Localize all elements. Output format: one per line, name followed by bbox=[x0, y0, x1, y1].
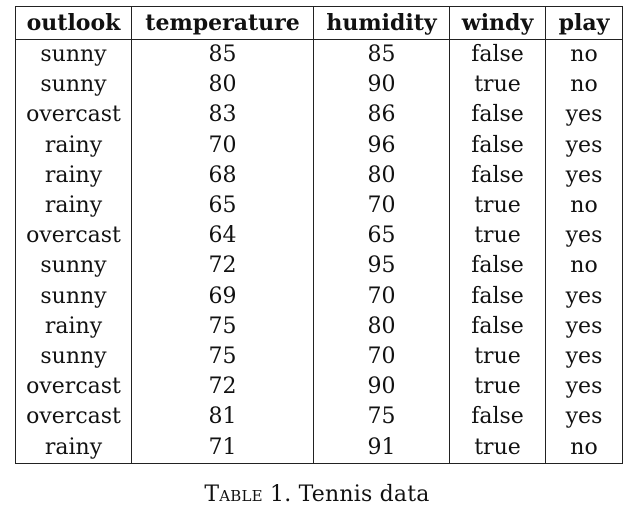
cell-humidity: 86 bbox=[313, 100, 450, 131]
cell-humidity: 96 bbox=[313, 130, 450, 161]
column-header-humidity: humidity bbox=[313, 6, 450, 40]
table-row: sunny 75 70 true yes bbox=[15, 341, 623, 373]
table-header: outlook temperature humidity windy play bbox=[15, 6, 623, 40]
cell-windy: false bbox=[449, 100, 546, 131]
cell-windy: true bbox=[449, 70, 546, 101]
cell-humidity: 85 bbox=[313, 39, 450, 71]
cell-windy: false bbox=[449, 311, 546, 342]
table-caption: Table 1. Tennis data bbox=[0, 482, 634, 507]
cell-outlook: sunny bbox=[15, 70, 132, 101]
cell-humidity: 91 bbox=[313, 432, 450, 464]
header-row: outlook temperature humidity windy play bbox=[15, 6, 623, 40]
table-row: rainy 68 80 false yes bbox=[15, 160, 623, 191]
cell-windy: true bbox=[449, 190, 546, 222]
table-row: overcast 83 86 false yes bbox=[15, 100, 623, 131]
tennis-data-table: outlook temperature humidity windy play … bbox=[15, 6, 623, 464]
cell-humidity: 90 bbox=[313, 372, 450, 403]
column-header-outlook: outlook bbox=[15, 6, 132, 40]
cell-temperature: 71 bbox=[131, 432, 314, 464]
cell-windy: true bbox=[449, 341, 546, 373]
cell-temperature: 75 bbox=[131, 341, 314, 373]
table-row: rainy 65 70 true no bbox=[15, 190, 623, 222]
column-header-temperature: temperature bbox=[131, 6, 314, 40]
cell-windy: false bbox=[449, 39, 546, 71]
cell-windy: false bbox=[449, 281, 546, 312]
cell-temperature: 64 bbox=[131, 221, 314, 252]
cell-windy: true bbox=[449, 221, 546, 252]
column-header-play: play bbox=[545, 6, 623, 40]
cell-humidity: 80 bbox=[313, 311, 450, 342]
table-row: overcast 72 90 true yes bbox=[15, 372, 623, 403]
table-row: sunny 80 90 true no bbox=[15, 70, 623, 101]
cell-play: no bbox=[545, 70, 623, 101]
table-row: overcast 81 75 false yes bbox=[15, 402, 623, 433]
table-row: overcast 64 65 true yes bbox=[15, 221, 623, 252]
caption-label: Table 1. bbox=[204, 482, 292, 507]
cell-temperature: 65 bbox=[131, 190, 314, 222]
cell-play: yes bbox=[545, 402, 623, 433]
cell-humidity: 95 bbox=[313, 251, 450, 282]
cell-outlook: sunny bbox=[15, 281, 132, 312]
cell-humidity: 65 bbox=[313, 221, 450, 252]
cell-play: yes bbox=[545, 160, 623, 191]
cell-outlook: rainy bbox=[15, 311, 132, 342]
cell-play: yes bbox=[545, 100, 623, 131]
cell-temperature: 83 bbox=[131, 100, 314, 131]
cell-humidity: 75 bbox=[313, 402, 450, 433]
cell-outlook: rainy bbox=[15, 130, 132, 161]
cell-humidity: 80 bbox=[313, 160, 450, 191]
cell-outlook: overcast bbox=[15, 372, 132, 403]
cell-outlook: rainy bbox=[15, 432, 132, 464]
cell-windy: false bbox=[449, 402, 546, 433]
cell-outlook: sunny bbox=[15, 251, 132, 282]
cell-play: yes bbox=[545, 311, 623, 342]
cell-play: no bbox=[545, 190, 623, 222]
cell-temperature: 70 bbox=[131, 130, 314, 161]
tennis-data-table-container: outlook temperature humidity windy play … bbox=[15, 6, 623, 464]
cell-temperature: 72 bbox=[131, 251, 314, 282]
cell-temperature: 69 bbox=[131, 281, 314, 312]
cell-outlook: sunny bbox=[15, 39, 132, 71]
cell-temperature: 68 bbox=[131, 160, 314, 191]
cell-humidity: 90 bbox=[313, 70, 450, 101]
cell-outlook: overcast bbox=[15, 402, 132, 433]
cell-temperature: 81 bbox=[131, 402, 314, 433]
table-row: sunny 72 95 false no bbox=[15, 251, 623, 282]
cell-outlook: rainy bbox=[15, 160, 132, 191]
cell-windy: true bbox=[449, 372, 546, 403]
column-header-windy: windy bbox=[449, 6, 546, 40]
cell-temperature: 72 bbox=[131, 372, 314, 403]
cell-outlook: sunny bbox=[15, 341, 132, 373]
cell-temperature: 75 bbox=[131, 311, 314, 342]
table-row: rainy 70 96 false yes bbox=[15, 130, 623, 161]
table-body: sunny 85 85 false no sunny 80 90 true no overcast 8… bbox=[15, 39, 623, 464]
cell-temperature: 80 bbox=[131, 70, 314, 101]
cell-play: yes bbox=[545, 372, 623, 403]
cell-temperature: 85 bbox=[131, 39, 314, 71]
cell-windy: true bbox=[449, 432, 546, 464]
cell-windy: false bbox=[449, 251, 546, 282]
cell-outlook: rainy bbox=[15, 190, 132, 222]
table-row: sunny 69 70 false yes bbox=[15, 281, 623, 312]
cell-play: no bbox=[545, 251, 623, 282]
table-row: rainy 71 91 true no bbox=[15, 432, 623, 464]
cell-humidity: 70 bbox=[313, 341, 450, 373]
cell-play: no bbox=[545, 432, 623, 464]
cell-play: yes bbox=[545, 341, 623, 373]
cell-play: yes bbox=[545, 221, 623, 252]
cell-windy: false bbox=[449, 130, 546, 161]
cell-outlook: overcast bbox=[15, 100, 132, 131]
cell-play: no bbox=[545, 39, 623, 71]
cell-outlook: overcast bbox=[15, 221, 132, 252]
cell-windy: false bbox=[449, 160, 546, 191]
table-row: sunny 85 85 false no bbox=[15, 39, 623, 71]
cell-play: yes bbox=[545, 130, 623, 161]
cell-humidity: 70 bbox=[313, 281, 450, 312]
cell-play: yes bbox=[545, 281, 623, 312]
cell-humidity: 70 bbox=[313, 190, 450, 222]
caption-text: Tennis data bbox=[298, 482, 430, 507]
table-row: rainy 75 80 false yes bbox=[15, 311, 623, 342]
